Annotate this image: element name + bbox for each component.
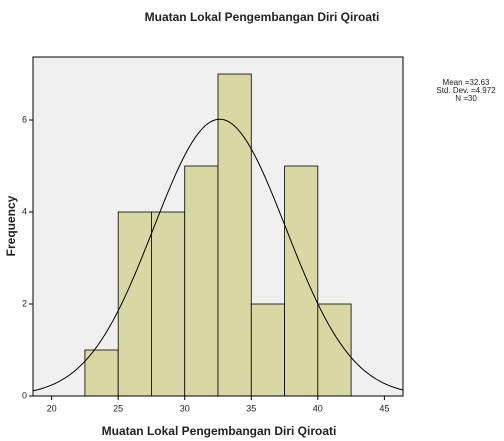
chart-title: Muatan Lokal Pengembangan Diri Qiroati	[145, 10, 380, 24]
y-tick-label: 0	[22, 390, 27, 400]
y-tick-label: 2	[22, 298, 27, 308]
bar	[151, 211, 186, 397]
bar	[184, 165, 219, 397]
x-tick-label: 40	[313, 403, 323, 413]
stat-label: N =30	[455, 94, 477, 103]
x-tick-label: 25	[113, 403, 123, 413]
y-tick-label: 6	[22, 114, 27, 124]
x-tick-label: 45	[379, 403, 389, 413]
bar	[250, 303, 285, 397]
bar	[284, 165, 319, 397]
y-axis-label: Frequency	[4, 195, 18, 256]
x-tick-label: 20	[47, 403, 57, 413]
x-tick-label: 30	[180, 403, 190, 413]
plot-frame	[32, 56, 404, 397]
stat-label: Mean =32.63	[443, 78, 490, 87]
bar	[117, 211, 152, 397]
stat-label: Std. Dev. =4.972	[436, 86, 496, 95]
x-tick-label: 35	[246, 403, 256, 413]
bar	[217, 73, 252, 397]
bar	[317, 303, 352, 397]
x-axis-label: Muatan Lokal Pengembangan Diri Qiroati	[102, 424, 337, 438]
bar	[84, 349, 119, 397]
normal-curve	[32, 118, 404, 392]
y-tick-label: 4	[22, 206, 27, 216]
